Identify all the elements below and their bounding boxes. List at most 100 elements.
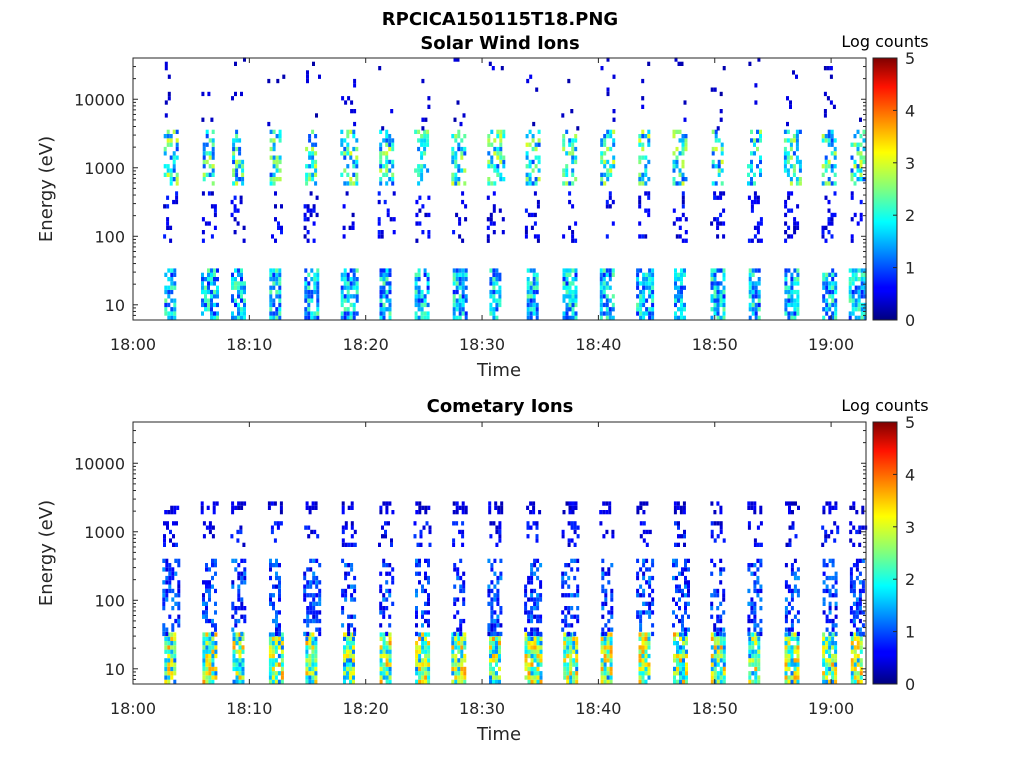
cometary-cell (675, 614, 678, 619)
solar-wind-cell (164, 302, 168, 308)
cometary-cell (344, 597, 348, 602)
cometary-cell (576, 593, 580, 598)
solar-wind-cell (795, 146, 799, 152)
cometary-cell (419, 534, 423, 539)
cometary-cell (270, 529, 274, 535)
cometary-cell (566, 649, 570, 654)
cometary-x-tick-label: 18:50 (692, 699, 738, 718)
solar-wind-cell (314, 164, 318, 169)
solar-wind-cell (452, 298, 456, 303)
cometary-cell (601, 614, 605, 619)
solar-wind-cell (385, 134, 389, 139)
cometary-cell (492, 645, 495, 650)
solar-wind-cell (605, 285, 609, 290)
solar-wind-cell (420, 177, 424, 182)
solar-wind-cell (232, 146, 236, 152)
cometary-cell (757, 649, 761, 654)
cometary-cell (492, 649, 495, 654)
cometary-cell (306, 623, 310, 628)
cometary-cell (831, 653, 835, 659)
solar-wind-cell (747, 172, 750, 177)
solar-wind-cell (717, 159, 721, 165)
cometary-cell (713, 671, 717, 676)
solar-wind-cell (499, 177, 503, 182)
cometary-cell (275, 563, 278, 568)
solar-wind-cell (216, 277, 219, 282)
cometary-cell (379, 588, 383, 594)
cometary-cell (793, 584, 797, 589)
solar-wind-cell (207, 91, 211, 97)
cometary-cell (344, 525, 348, 530)
cometary-cell (641, 632, 645, 637)
solar-wind-cell (385, 268, 389, 273)
cometary-cell (415, 571, 418, 576)
solar-wind-cell (495, 298, 499, 303)
cometary-cell (716, 641, 720, 646)
cometary-cell (208, 679, 212, 684)
cometary-cell (642, 610, 646, 615)
cometary-cell (306, 606, 310, 611)
solar-wind-cell (831, 268, 835, 273)
solar-wind-cell (860, 285, 864, 290)
cometary-cell (822, 662, 826, 667)
solar-wind-cell (343, 315, 347, 320)
solar-wind-cell (642, 277, 646, 282)
cometary-cell (208, 632, 212, 637)
solar-wind-cell (651, 307, 655, 312)
solar-wind-cell (274, 217, 277, 222)
cometary-cell (796, 662, 800, 667)
solar-wind-cell (423, 164, 427, 169)
cometary-cell (238, 666, 242, 672)
solar-wind-cell (720, 151, 724, 156)
cometary-cell (424, 636, 428, 641)
solar-wind-cell (216, 285, 219, 290)
cometary-cell (462, 571, 466, 576)
solar-wind-cell (796, 298, 800, 303)
solar-wind-cell (311, 155, 315, 160)
solar-wind-cell (240, 272, 243, 277)
solar-wind-cell (639, 298, 643, 303)
solar-wind-cell (346, 311, 350, 316)
solar-wind-cell (313, 285, 317, 290)
cometary-cell (828, 645, 832, 650)
cometary-cell (682, 653, 685, 659)
cometary-cell (418, 666, 422, 672)
solar-wind-cell (636, 272, 640, 277)
solar-wind-cell (534, 155, 538, 160)
solar-wind-cell (280, 230, 283, 235)
cometary-cell (208, 567, 211, 572)
cometary-cell (638, 671, 642, 676)
solar-wind-cell (241, 177, 245, 182)
solar-wind-cell (571, 230, 575, 235)
solar-wind-cell (343, 155, 347, 160)
solar-wind-cell (526, 302, 530, 308)
solar-wind-cell (862, 155, 866, 160)
cometary-cell (859, 662, 863, 667)
cometary-cell (719, 631, 723, 637)
cometary-cell (784, 597, 788, 602)
solar-wind-cell (798, 181, 802, 186)
cometary-cell (684, 558, 687, 563)
solar-wind-cell (275, 155, 279, 160)
cometary-cell (753, 627, 757, 632)
cometary-cell (575, 666, 579, 672)
cometary-cell (241, 675, 245, 680)
cometary-cell (162, 580, 166, 585)
cometary-cell (382, 653, 386, 659)
cometary-cell (642, 571, 646, 576)
solar-wind-cell (167, 315, 171, 320)
solar-wind-cell (308, 138, 312, 143)
solar-wind-cell (644, 164, 648, 169)
cometary-cell (382, 558, 386, 563)
cometary-cell (270, 501, 274, 506)
solar-wind-cell (525, 155, 529, 160)
solar-wind-cell (711, 146, 715, 152)
cometary-cell (566, 675, 570, 680)
cometary-cell (825, 614, 829, 619)
cometary-cell (648, 601, 652, 606)
solar-wind-cell (492, 285, 496, 290)
cometary-cell (308, 658, 312, 663)
solar-wind-cell (565, 151, 569, 156)
cometary-cell (306, 631, 310, 637)
solar-wind-cell (463, 146, 467, 152)
